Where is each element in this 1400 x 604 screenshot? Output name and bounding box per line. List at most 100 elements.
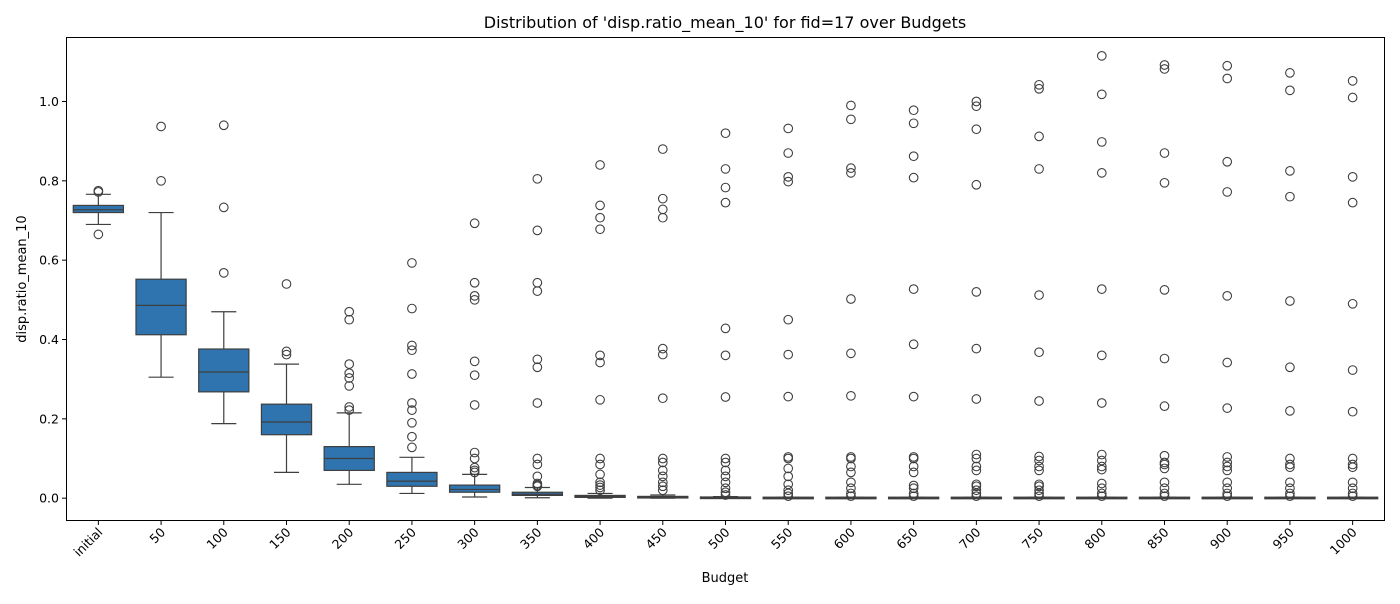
outlier-point xyxy=(1222,457,1233,468)
outlier-point xyxy=(657,343,668,354)
outlier-point xyxy=(532,286,543,296)
outlier-point xyxy=(1159,450,1170,461)
x-axis-title: Budget xyxy=(702,571,749,586)
outlier-point xyxy=(783,123,794,134)
x-tick-label: 750 xyxy=(1019,524,1047,552)
outlier-point xyxy=(1347,92,1358,103)
outlier-point xyxy=(1159,488,1170,499)
x-tick-label: 50 xyxy=(146,524,168,546)
box-group xyxy=(198,120,250,425)
outlier-point xyxy=(1034,164,1044,174)
outlier-point xyxy=(720,490,731,500)
outlier-point xyxy=(532,453,543,464)
outlier-point xyxy=(908,391,919,402)
outlier-point xyxy=(1222,291,1233,301)
outlier-point xyxy=(469,294,480,305)
plot-area xyxy=(72,51,1379,502)
outlier-point xyxy=(281,279,292,289)
outlier-point xyxy=(1285,406,1295,416)
outlier-point xyxy=(407,345,417,356)
outlier-point xyxy=(595,350,605,361)
y-tick-label: 0.2 xyxy=(39,411,59,426)
x-tick-label: 400 xyxy=(580,524,608,552)
outlier-point xyxy=(1347,491,1358,502)
outlier-point xyxy=(1159,477,1170,488)
outlier-point xyxy=(720,350,731,361)
outlier-point xyxy=(407,258,417,268)
outlier-point xyxy=(1096,89,1107,100)
outlier-point xyxy=(720,465,731,476)
outlier-point xyxy=(281,346,292,357)
outlier-point xyxy=(469,447,480,458)
outlier-point xyxy=(1285,491,1295,502)
y-tick-label: 0.4 xyxy=(39,332,59,347)
outlier-point xyxy=(595,224,605,235)
box-group xyxy=(887,105,940,502)
outlier-point xyxy=(595,482,605,493)
outlier-point xyxy=(1159,483,1170,494)
outlier-point xyxy=(657,465,668,476)
outlier-point xyxy=(344,359,355,369)
box-group xyxy=(1201,60,1253,502)
outlier-point xyxy=(783,349,794,360)
outlier-point xyxy=(595,480,605,490)
outlier-point xyxy=(783,171,794,182)
outlier-point xyxy=(595,485,605,496)
outlier-point xyxy=(908,467,919,478)
outlier-point xyxy=(657,485,668,496)
box xyxy=(135,278,187,336)
outlier-point xyxy=(1096,461,1107,472)
outlier-point xyxy=(1034,455,1044,466)
outlier-point xyxy=(1034,465,1044,476)
outlier-point xyxy=(1222,403,1233,413)
outlier-point xyxy=(657,193,668,204)
outlier-point xyxy=(595,453,605,464)
outlier-point xyxy=(1096,483,1107,494)
outlier-point xyxy=(1159,401,1170,411)
outlier-point xyxy=(1347,406,1358,417)
outlier-point xyxy=(407,431,417,442)
outlier-point xyxy=(846,163,856,173)
box-group xyxy=(825,100,877,502)
outlier-point xyxy=(783,391,794,402)
outlier-point xyxy=(657,457,668,468)
outlier-point xyxy=(908,284,919,294)
outlier-point xyxy=(1285,68,1295,78)
x-tick-label: 350 xyxy=(517,524,545,552)
y-axis: 0.0 0.2 0.4 0.6 0.8 1.0 xyxy=(39,94,67,506)
x-tick-label: 900 xyxy=(1207,524,1235,552)
outlier-point xyxy=(908,339,919,350)
outlier-point xyxy=(532,478,543,489)
outlier-point xyxy=(657,393,668,404)
y-tick-label: 1.0 xyxy=(39,94,59,109)
outlier-point xyxy=(846,168,856,178)
outlier-point xyxy=(971,96,982,107)
x-axis: initial 50 100 150 200 250 300 350 400 450 500 550 6… xyxy=(71,520,1360,559)
outlier-point xyxy=(1222,491,1233,502)
outlier-point xyxy=(846,461,856,472)
outlier-point xyxy=(1285,477,1295,488)
x-tick-label: 850 xyxy=(1144,524,1172,552)
outlier-point xyxy=(908,151,919,162)
outlier-point xyxy=(783,452,794,462)
outlier-point xyxy=(532,459,543,470)
outlier-point xyxy=(1159,463,1170,474)
outlier-point xyxy=(532,362,543,373)
box-group xyxy=(637,144,689,499)
outlier-point xyxy=(1159,285,1170,295)
box-group xyxy=(72,185,125,240)
outlier-point xyxy=(846,114,856,125)
x-tick-label: initial xyxy=(71,525,106,560)
x-tick-label: 650 xyxy=(893,524,921,552)
outlier-point xyxy=(1034,396,1044,406)
outlier-point xyxy=(971,287,982,297)
chart-title: Distribution of 'disp.ratio_mean_10' for… xyxy=(484,13,966,33)
outlier-point xyxy=(93,229,104,240)
outlier-point xyxy=(846,100,856,111)
outlier-point xyxy=(720,164,731,174)
outlier-point xyxy=(1096,51,1107,61)
outlier-point xyxy=(595,200,605,211)
outlier-point xyxy=(344,402,355,412)
outlier-point xyxy=(344,306,355,317)
